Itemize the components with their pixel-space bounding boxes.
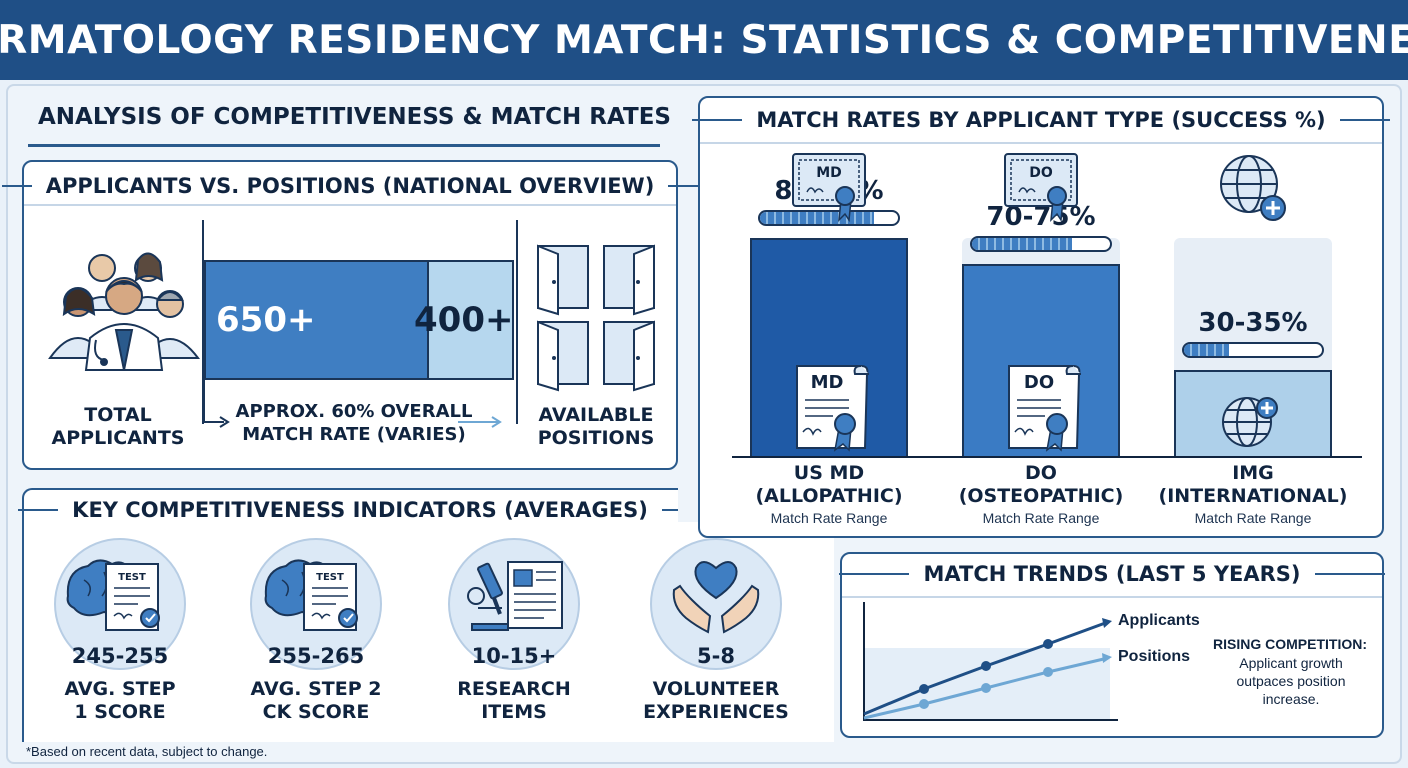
overview-title-text: APPLICANTS VS. POSITIONS (NATIONAL OVERV… — [45, 174, 655, 198]
match-note: APPROX. 60% OVERALL MATCH RATE (VARIES) — [235, 401, 473, 445]
svg-text:TEST: TEST — [316, 572, 344, 583]
footnote: *Based on recent data, subject to change… — [26, 744, 268, 759]
svg-text:MD: MD — [811, 372, 844, 393]
diploma-icon: DO — [1004, 153, 1078, 223]
indicator-value: 10-15+ — [471, 644, 557, 668]
indicator-value: 5-8 — [697, 644, 735, 668]
doors-icon — [537, 244, 655, 392]
match-rates-baseline — [732, 456, 1362, 458]
indicator-label: VOLUNTEER EXPERIENCES — [643, 678, 789, 723]
match-rate-sublabel: Match Rate Range — [770, 510, 888, 526]
section-title: ANALYSIS OF COMPETITIVENESS & MATCH RATE… — [38, 104, 671, 130]
overview-panel: APPLICANTS VS. POSITIONS (NATIONAL OVERV… — [1, 160, 699, 470]
positions-trend-points — [919, 667, 1053, 709]
applicants-trend-points — [919, 639, 1053, 694]
positions-label: AVAILABLE POSITIONS — [537, 404, 655, 449]
indicator-label: RESEARCH ITEMS — [457, 678, 571, 723]
applicants-label: TOTAL APPLICANTS — [51, 404, 185, 449]
match-rate-progress-fill — [972, 238, 1073, 250]
positions-bar — [429, 260, 514, 380]
applicants-value: 650+ — [216, 300, 316, 340]
trend-note-title: RISING COMPETITION: — [1213, 636, 1367, 652]
match-rates-divider — [700, 142, 1382, 144]
doctors-group-icon — [48, 252, 200, 371]
svg-text:DO: DO — [1029, 165, 1053, 181]
match-note-arrows — [203, 380, 502, 428]
heart-hands-icon — [672, 561, 760, 634]
match-rate-value: 30-35% — [1198, 308, 1308, 338]
scroll-certificate-icon: MD — [796, 365, 869, 452]
bar-axis-right — [516, 220, 518, 424]
svg-text:TEST: TEST — [118, 572, 146, 583]
section-title-underline — [28, 144, 660, 147]
applicants-bar — [204, 260, 429, 380]
applicants-legend: Applicants — [1118, 612, 1200, 629]
match-rate-bar — [962, 264, 1120, 456]
trend-note-body: Applicant growth outpaces position incre… — [1236, 655, 1346, 707]
indicators-title-bg — [678, 472, 698, 522]
match-rate-progress — [970, 236, 1112, 252]
indicators-title-text: KEY COMPETITIVENESS INDICATORS (AVERAGES… — [72, 498, 648, 522]
overview-panel-title: APPLICANTS VS. POSITIONS (NATIONAL OVERV… — [1, 174, 699, 198]
brain-test-icon: TEST — [264, 559, 358, 631]
page-title: DERMATOLOGY RESIDENCY MATCH: STATISTICS … — [0, 17, 1408, 63]
globe-plus-icon — [1222, 397, 1278, 447]
microscope-icon — [467, 561, 563, 631]
match-rate-type-name: IMG (INTERNATIONAL) — [1158, 462, 1348, 507]
trends-title-text: MATCH TRENDS (LAST 5 YEARS) — [923, 562, 1301, 586]
indicator-value: 245-255 — [71, 644, 169, 668]
svg-text:DO: DO — [1024, 372, 1054, 393]
positions-value: 400+ — [414, 300, 514, 340]
trends-chart — [863, 602, 1118, 721]
page-header: DERMATOLOGY RESIDENCY MATCH: STATISTICS … — [0, 0, 1408, 80]
match-rate-progress-fill — [1184, 344, 1229, 356]
svg-text:MD: MD — [816, 165, 842, 181]
scroll-certificate-icon: DO — [1008, 365, 1081, 452]
match-rate-sublabel: Match Rate Range — [982, 510, 1100, 526]
positions-legend: Positions — [1118, 648, 1191, 665]
brain-test-icon: TEST — [66, 559, 160, 631]
bar-axis-left — [202, 220, 204, 424]
overview-divider — [24, 204, 676, 206]
match-rate-sublabel: Match Rate Range — [1194, 510, 1312, 526]
match-rate-type-name: DO (OSTEOPATHIC) — [958, 462, 1124, 507]
match-rates-panel-title: MATCH RATES BY APPLICANT TYPE (SUCCESS %… — [692, 108, 1390, 132]
match-rate-progress — [758, 210, 900, 226]
trends-panel-title: MATCH TRENDS (LAST 5 YEARS) — [839, 562, 1385, 586]
match-rates-title-text: MATCH RATES BY APPLICANT TYPE (SUCCESS %… — [756, 108, 1326, 132]
indicator-label: AVG. STEP 1 SCORE — [64, 678, 176, 723]
trends-divider — [842, 596, 1382, 598]
indicator-value: 255-265 — [267, 644, 365, 668]
diploma-icon: MD — [792, 153, 866, 223]
match-rate-type-name: US MD (ALLOPATHIC) — [755, 462, 903, 507]
match-rate-progress — [1182, 342, 1324, 358]
indicator-circle — [650, 538, 782, 670]
globe-plus-icon — [1220, 155, 1286, 221]
indicator-label: AVG. STEP 2 CK SCORE — [250, 678, 382, 723]
indicators-panel-title: KEY COMPETITIVENESS INDICATORS (AVERAGES… — [18, 498, 702, 522]
